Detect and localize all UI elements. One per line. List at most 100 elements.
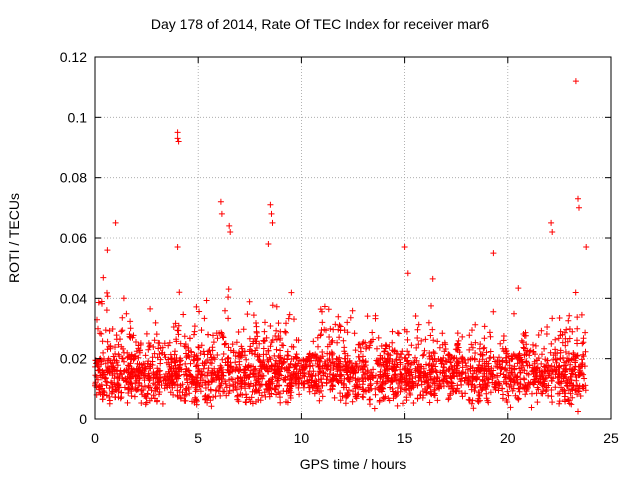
y-tick-label: 0.06 — [60, 230, 87, 246]
data-point — [521, 385, 528, 392]
data-point — [468, 400, 475, 407]
data-point — [454, 330, 461, 337]
data-point — [440, 354, 447, 361]
data-point — [561, 397, 568, 403]
data-point — [394, 361, 401, 368]
x-axis-label: GPS time / hours — [299, 456, 407, 472]
data-point — [477, 341, 484, 348]
x-tick-label: 25 — [603, 430, 619, 446]
data-point — [334, 378, 341, 384]
data-point — [538, 360, 545, 367]
data-point — [580, 339, 587, 346]
data-point — [135, 345, 142, 352]
data-point — [487, 389, 494, 396]
data-point — [454, 359, 461, 366]
data-point — [349, 365, 356, 372]
data-point — [151, 337, 158, 344]
data-point — [191, 351, 198, 358]
data-point — [336, 334, 343, 341]
data-point — [554, 350, 561, 357]
data-point — [574, 383, 581, 390]
data-point — [454, 365, 460, 372]
data-point — [389, 339, 396, 346]
data-point — [343, 392, 349, 399]
data-point — [104, 293, 111, 300]
data-point — [172, 348, 178, 355]
data-point — [306, 358, 313, 365]
data-point — [436, 344, 443, 351]
data-point — [535, 379, 542, 385]
data-point — [109, 384, 116, 390]
data-point — [483, 360, 490, 367]
data-point — [569, 386, 576, 393]
data-point — [317, 358, 324, 365]
data-point — [478, 351, 485, 358]
axis-ticks: 0 5 10 15 20 25 0 0.02 0.04 0.06 0.08 0.1 0.12 — [60, 49, 619, 446]
data-point — [532, 366, 539, 373]
data-point — [265, 380, 272, 387]
data-point — [385, 351, 392, 358]
chart-title: Day 178 of 2014, Rate Of TEC Index for r… — [150, 16, 490, 32]
data-point — [505, 372, 512, 379]
data-point — [272, 333, 279, 339]
data-point — [253, 388, 260, 395]
data-point — [310, 383, 317, 390]
data-point — [419, 394, 426, 401]
data-point — [128, 375, 135, 382]
data-point — [394, 402, 401, 409]
data-point — [454, 346, 460, 353]
data-point — [406, 372, 413, 379]
data-point — [273, 371, 280, 378]
data-point — [455, 360, 462, 367]
data-point — [396, 381, 403, 387]
data-point — [407, 366, 413, 373]
data-point — [428, 302, 434, 309]
data-point — [570, 366, 577, 373]
data-point — [419, 352, 426, 359]
data-point — [427, 390, 434, 397]
data-point — [218, 330, 225, 337]
data-point — [205, 365, 212, 372]
data-point — [340, 337, 347, 344]
data-point — [380, 361, 387, 368]
data-point — [357, 344, 364, 351]
data-point — [552, 356, 559, 362]
data-point — [201, 315, 208, 322]
data-point — [217, 362, 224, 369]
data-point — [580, 353, 587, 360]
data-point — [496, 354, 502, 361]
data-point — [578, 311, 585, 318]
data-point — [238, 354, 244, 361]
data-point — [210, 394, 217, 401]
data-point — [568, 386, 575, 392]
data-point — [175, 366, 182, 373]
data-point — [306, 350, 313, 357]
data-point — [267, 385, 274, 391]
data-point — [284, 399, 291, 406]
data-point — [489, 372, 496, 378]
data-point — [123, 310, 130, 317]
data-point — [236, 350, 243, 357]
data-point — [138, 387, 145, 394]
data-point — [214, 352, 221, 358]
data-point — [494, 364, 501, 371]
data-point — [192, 396, 199, 403]
data-point — [194, 355, 201, 362]
data-point — [102, 378, 109, 385]
data-point — [563, 358, 570, 365]
data-point — [276, 390, 283, 397]
data-point — [317, 306, 324, 313]
data-point — [141, 377, 148, 384]
data-point — [572, 355, 579, 362]
data-point — [499, 357, 506, 364]
data-point — [186, 373, 193, 380]
data-point — [260, 337, 267, 344]
data-point — [455, 337, 462, 344]
grid-lines — [95, 57, 611, 419]
data-point — [377, 371, 384, 378]
data-point — [491, 383, 498, 390]
data-point — [268, 339, 275, 346]
data-point — [234, 380, 241, 387]
data-point — [381, 348, 388, 355]
data-point — [165, 361, 172, 368]
